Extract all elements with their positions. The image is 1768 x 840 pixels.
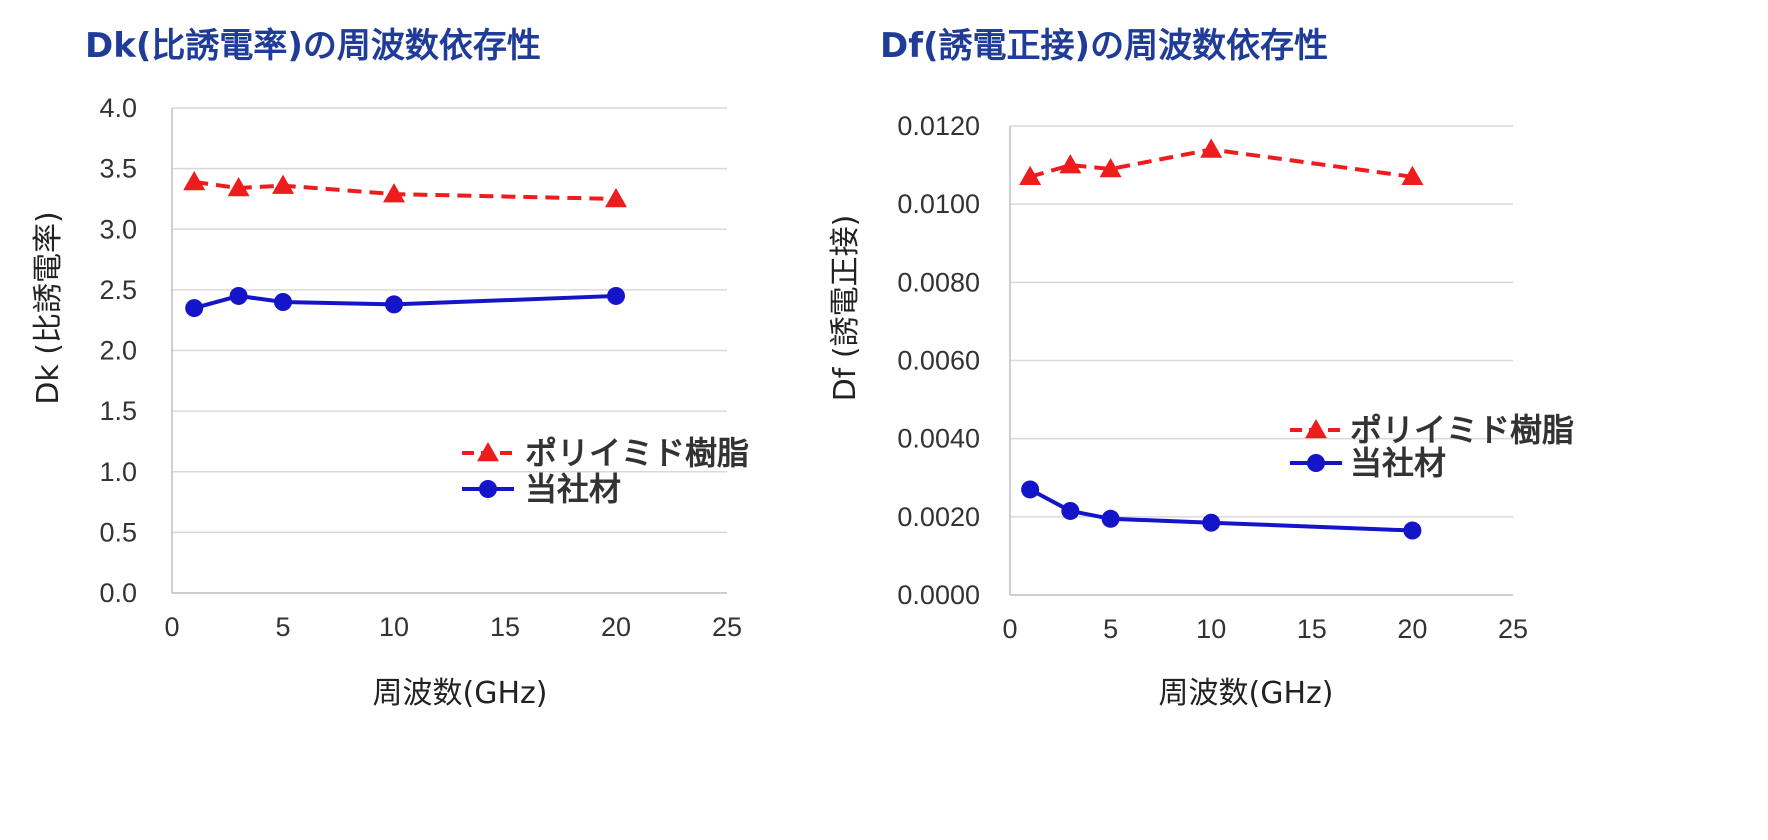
chart-title-df: Df(誘電正接)の周波数依存性 <box>880 26 1329 66</box>
x-tick-label: 10 <box>379 612 409 642</box>
x-tick-label: 15 <box>1297 614 1327 644</box>
chart-title-dk: Dk(比誘電率)の周波数依存性 <box>85 26 541 66</box>
chart-0: 0.0 0.5 1.0 1.5 2.0 2.5 3.0 3.5 4.0 0 5 10 15 20 25 周波数… <box>31 93 749 711</box>
legend-marker <box>477 442 499 462</box>
data-point <box>605 187 627 208</box>
y-tick-label: 2.0 <box>99 336 137 366</box>
y-tick-label: 0.0000 <box>897 580 980 610</box>
data-point <box>383 183 405 203</box>
y-axis-title: Dk (比誘電率) <box>31 211 66 404</box>
y-tick-label: 0.0 <box>99 578 137 608</box>
data-point <box>1021 480 1040 499</box>
data-point <box>1059 154 1082 174</box>
x-tick-label: 5 <box>275 612 290 642</box>
y-tick-label: 2.5 <box>99 275 137 305</box>
data-point <box>272 174 294 194</box>
series-line-0 <box>193 179 617 201</box>
data-point <box>183 170 206 191</box>
data-point <box>185 299 204 318</box>
x-tick-label: 5 <box>1103 614 1118 644</box>
data-point <box>385 295 403 314</box>
y-tick-label: 3.5 <box>99 154 137 184</box>
x-axis-title: 周波数(GHz) <box>373 676 548 711</box>
y-axis-title: Df (誘電正接) <box>828 215 863 402</box>
data-point <box>1200 138 1223 158</box>
x-tick-label: 25 <box>712 612 742 642</box>
data-point <box>1019 165 1042 186</box>
data-point <box>1403 521 1422 540</box>
y-tick-label: 1.0 <box>99 457 137 487</box>
x-tick-label: 0 <box>164 612 179 642</box>
data-point <box>1202 513 1221 532</box>
legend-label: 当社材 <box>1350 444 1446 482</box>
y-tick-label: 0.0080 <box>897 267 980 297</box>
y-tick-label: 1.5 <box>99 396 137 426</box>
data-point <box>274 293 292 311</box>
data-point <box>229 286 248 305</box>
legend-marker <box>1305 419 1327 439</box>
legend-marker <box>1307 454 1325 472</box>
y-tick-label: 0.0120 <box>897 111 980 141</box>
data-point <box>607 286 625 305</box>
data-point <box>227 177 250 197</box>
data-point <box>1101 509 1120 528</box>
x-tick-label: 15 <box>490 612 520 642</box>
y-tick-label: 0.0060 <box>897 346 980 376</box>
legend-label: ポリイミド樹脂 <box>1350 411 1574 449</box>
legend-marker <box>479 480 497 498</box>
data-point <box>1099 157 1122 178</box>
x-tick-label: 25 <box>1498 614 1528 644</box>
series-line-0 <box>1029 147 1413 179</box>
legend-label: ポリイミド樹脂 <box>525 434 749 472</box>
y-tick-label: 3.0 <box>99 214 137 244</box>
y-tick-label: 0.0020 <box>897 502 980 532</box>
chart-1: 0.0000 0.0020 0.0040 0.0060 0.0080 0.0100 0.01… <box>828 111 1574 711</box>
y-tick-label: 0.5 <box>99 517 137 547</box>
x-tick-label: 0 <box>1002 614 1017 644</box>
data-point <box>1401 165 1424 186</box>
y-tick-label: 0.0100 <box>897 189 980 219</box>
x-tick-label: 20 <box>1397 614 1427 644</box>
x-axis-title: 周波数(GHz) <box>1159 676 1334 711</box>
legend-label: 当社材 <box>525 470 621 508</box>
series-line-1 <box>1029 487 1413 533</box>
x-tick-label: 10 <box>1196 614 1226 644</box>
y-tick-label: 4.0 <box>99 93 137 123</box>
series-line-1 <box>193 293 617 310</box>
data-point <box>1061 501 1080 520</box>
y-tick-label: 0.0040 <box>897 424 980 454</box>
x-tick-label: 20 <box>601 612 631 642</box>
